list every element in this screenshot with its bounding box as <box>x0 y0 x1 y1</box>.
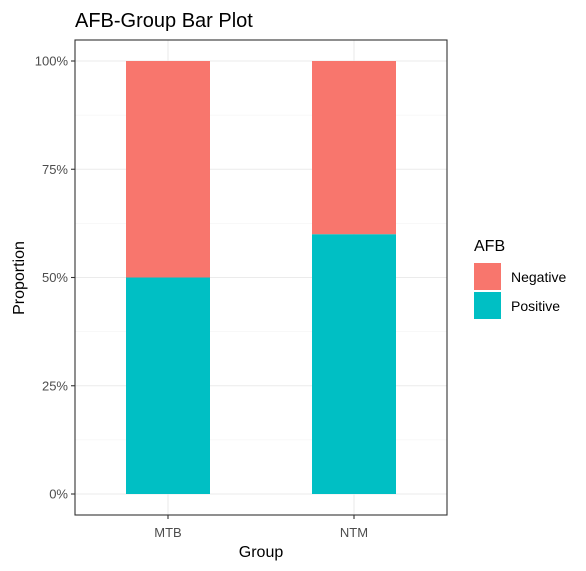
legend-label-negative: Negative <box>511 269 566 285</box>
bar-positive-mtb <box>126 277 210 494</box>
legend-key-positive <box>474 292 501 319</box>
y-tick-label: 50% <box>42 270 68 285</box>
x-tick-label: MTB <box>154 525 181 540</box>
x-axis-ticks: MTB NTM <box>154 515 368 540</box>
chart-title: AFB-Group Bar Plot <box>75 10 253 32</box>
bar-negative-ntm <box>312 61 396 235</box>
x-tick-label: NTM <box>340 525 368 540</box>
bar-negative-mtb <box>126 61 210 278</box>
legend-title: AFB <box>474 238 505 255</box>
bar-positive-ntm <box>312 234 396 494</box>
x-axis-title: Group <box>239 544 284 561</box>
plot-area <box>74 39 448 516</box>
y-axis-title: Proportion <box>11 241 28 315</box>
y-tick-label: 25% <box>42 378 68 393</box>
y-tick-label: 100% <box>35 54 69 69</box>
legend-label-positive: Positive <box>511 298 560 314</box>
y-axis-ticks: 0% 25% 50% 75% 100% <box>35 54 75 502</box>
legend-key-negative <box>474 263 501 290</box>
y-tick-label: 75% <box>42 162 68 177</box>
y-tick-label: 0% <box>49 487 68 502</box>
legend: AFB Negative Positive <box>474 238 566 319</box>
